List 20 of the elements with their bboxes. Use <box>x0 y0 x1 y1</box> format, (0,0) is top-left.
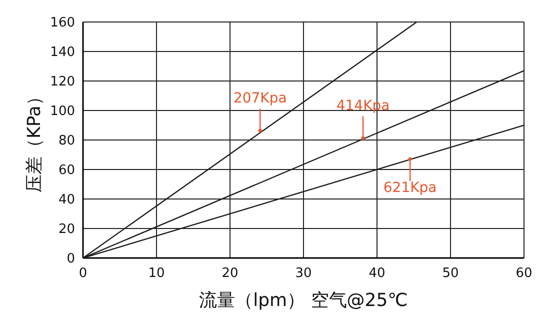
y-tick-label: 80 <box>58 134 75 148</box>
y-axis-title: 压差（KPa） <box>24 88 45 192</box>
annotation: 207Kpa <box>233 90 287 107</box>
y-tick-label: 40 <box>58 192 75 208</box>
x-tick-label: 30 <box>295 266 312 281</box>
x-tick-label: 50 <box>442 266 459 281</box>
x-tick-label: 20 <box>222 266 238 281</box>
annotation: 621Kpa <box>383 180 437 196</box>
y-tick-label: 140 <box>50 45 75 60</box>
x-tick-label: 10 <box>148 266 165 281</box>
y-tick-label: 160 <box>50 16 75 30</box>
x-tick-label: 60 <box>516 266 532 281</box>
x-tick-label: 0 <box>78 266 88 281</box>
y-tick-label: 20 <box>58 222 75 237</box>
y-tick-label: 100 <box>50 104 75 119</box>
y-tick-label: 60 <box>58 163 75 178</box>
x-axis-title: 流量（lpm） 空气@25℃ <box>199 290 408 311</box>
y-tick-label: 0 <box>66 252 75 266</box>
x-tick-label: 40 <box>368 266 386 281</box>
y-tick-label: 120 <box>50 74 75 90</box>
